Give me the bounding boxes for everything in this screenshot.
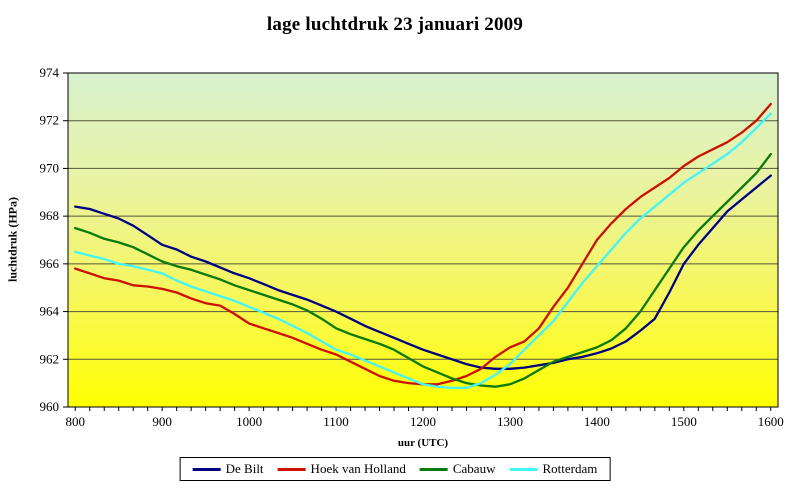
y-tick-label: 960 <box>40 399 60 414</box>
legend-line-swatch <box>277 467 306 471</box>
x-tick-label: 1000 <box>236 414 262 429</box>
legend-line-swatch <box>419 467 448 471</box>
x-tick-label: 1300 <box>497 414 523 429</box>
y-tick-label: 968 <box>40 208 60 223</box>
legend-item: Hoek van Holland <box>277 461 406 477</box>
y-axis-title: luchtdruk (HPa) <box>5 197 20 283</box>
plot-border <box>67 72 779 408</box>
chart-title: lage luchtdruk 23 januari 2009 <box>266 14 524 35</box>
series-line-rotterdam <box>74 112 772 390</box>
series-line-de-bilt <box>74 174 772 370</box>
legend-line-swatch <box>509 467 538 471</box>
legend-label: Rotterdam <box>542 461 598 476</box>
x-tick-label: 1600 <box>758 414 784 429</box>
legend: De Bilt Hoek van Holland Cabauw Rotterdam <box>179 457 611 481</box>
x-tick-label: 1500 <box>671 414 697 429</box>
y-tick-label: 962 <box>40 351 60 366</box>
y-tick-label: 972 <box>40 113 60 128</box>
x-tick-label: 1400 <box>584 414 610 429</box>
legend-line-swatch <box>192 467 221 471</box>
y-tick-label: 970 <box>40 160 60 175</box>
x-tick-label: 900 <box>152 414 172 429</box>
legend-item: De Bilt <box>192 461 264 477</box>
x-axis-title: uur (UTC) <box>397 437 449 449</box>
legend-item: Rotterdam <box>509 461 597 477</box>
x-tick-label: 1200 <box>410 414 436 429</box>
x-tick-label: 800 <box>65 414 85 429</box>
y-tick-label: 974 <box>40 65 60 80</box>
legend-label: Hoek van Holland <box>310 461 406 476</box>
legend-item: Cabauw <box>419 461 496 477</box>
y-tick-label: 966 <box>40 256 60 271</box>
legend-label: De Bilt <box>225 461 264 476</box>
legend-label: Cabauw <box>452 461 496 476</box>
plot-background <box>68 73 778 407</box>
y-tick-label: 964 <box>40 304 60 319</box>
x-tick-label: 1100 <box>323 414 349 429</box>
series-line-cabauw <box>74 152 772 388</box>
